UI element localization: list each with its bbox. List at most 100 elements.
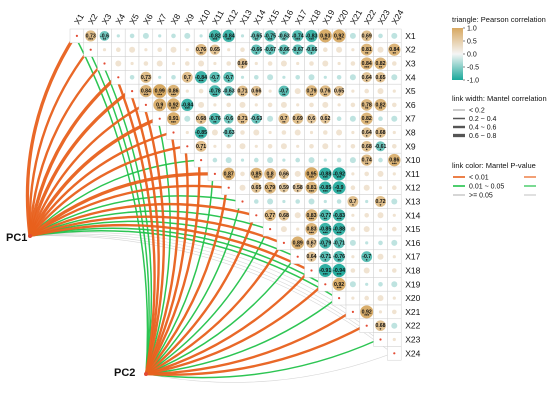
correlation-value-label: 0.77 <box>265 213 275 219</box>
correlation-value-label: 0.65 <box>334 89 344 95</box>
column-label: X9 <box>182 12 196 26</box>
mantel-link <box>29 229 338 299</box>
weak-correlation-dot <box>349 115 356 122</box>
weak-correlation-dot <box>377 212 384 219</box>
correlation-value-label: 0.68 <box>375 130 385 136</box>
mantel-link <box>28 62 104 238</box>
mantel-link <box>28 75 118 238</box>
weak-correlation-dot <box>157 47 162 52</box>
column-label: X24 <box>389 8 405 26</box>
significance-label: *** <box>364 313 369 318</box>
weak-correlation-dot <box>294 170 301 177</box>
row-label: X19 <box>405 279 420 289</box>
weak-correlation-dot <box>254 144 258 148</box>
mantel-link <box>144 269 311 376</box>
weak-correlation-dot <box>296 144 300 148</box>
weak-correlation-dot <box>226 61 231 66</box>
weak-correlation-dot <box>171 61 176 66</box>
diagonal-point <box>103 62 106 65</box>
mantel-link <box>145 353 393 383</box>
significance-label: ** <box>255 37 259 42</box>
correlation-value-label: -0.75 <box>264 33 276 39</box>
weak-correlation-dot <box>351 48 355 52</box>
correlation-value-label: -0.88 <box>333 227 345 233</box>
weak-correlation-dot <box>184 32 191 39</box>
correlation-value-label: 0.86 <box>389 158 399 164</box>
correlation-value-label: -0.82 <box>209 33 221 39</box>
column-label: X23 <box>376 8 392 26</box>
weak-correlation-dot <box>350 61 356 66</box>
correlation-circle <box>264 209 276 222</box>
significance-label: * <box>228 134 230 139</box>
significance-label: *** <box>309 175 314 180</box>
weak-correlation-dot <box>253 129 260 136</box>
correlation-value-label: 0.58 <box>293 185 303 191</box>
colorbar-tick-label: -0.5 <box>467 65 479 72</box>
weak-correlation-dot <box>323 75 327 79</box>
correlation-circle <box>318 167 332 181</box>
mantel-link <box>145 173 214 375</box>
diagonal-point <box>89 48 92 51</box>
correlation-circle <box>361 127 372 138</box>
mantel-link <box>29 227 325 286</box>
weak-correlation-dot <box>225 157 232 164</box>
colorbar-tick-label: 0.0 <box>467 52 477 59</box>
weak-correlation-dot <box>349 74 356 81</box>
significance-label: *** <box>337 37 342 42</box>
weak-correlation-dot <box>116 47 121 52</box>
weak-correlation-dot <box>336 116 342 121</box>
significance-label: ** <box>365 51 369 56</box>
correlation-value-label: 0.79 <box>306 89 316 95</box>
predictor-nodes: PC1 PC2 <box>6 232 148 379</box>
weak-correlation-dot <box>391 74 398 81</box>
correlation-value-label: -0.71 <box>333 240 345 246</box>
correlation-circle <box>305 209 318 222</box>
colorbar-tick-label: 1.0 <box>467 26 477 33</box>
correlation-value-label: -0.6 <box>224 116 233 122</box>
correlation-circle <box>360 57 373 70</box>
weak-correlation-dot <box>102 48 107 52</box>
correlation-circle <box>306 113 317 124</box>
width-key-label: 0.2 ~ 0.4 <box>469 116 497 123</box>
weak-correlation-dot <box>308 74 315 81</box>
correlation-value-label: 0.73 <box>141 75 151 81</box>
correlation-value-label: 0.81 <box>306 185 316 191</box>
weak-correlation-dot <box>211 129 218 136</box>
correlation-value-label: 0.7 <box>184 75 191 81</box>
significance-label: ** <box>379 106 383 111</box>
significance-label: *** <box>295 37 300 42</box>
weak-correlation-dot <box>185 48 189 52</box>
row-label: X24 <box>405 348 420 358</box>
weak-correlation-dot <box>391 322 398 329</box>
mantel-link <box>144 283 325 376</box>
diagonal-point <box>393 352 396 355</box>
significance-label: *** <box>295 244 300 249</box>
correlation-value-label: 0.9 <box>156 102 163 108</box>
significance-label: *** <box>323 37 328 42</box>
correlation-value-label: 0.81 <box>362 47 372 53</box>
significance-label: *** <box>171 106 176 111</box>
correlation-circle <box>209 71 221 83</box>
weak-correlation-dot <box>129 75 135 80</box>
correlation-value-label: 0.95 <box>306 171 316 177</box>
correlation-value-label: 0.86 <box>168 89 178 95</box>
weak-correlation-dot <box>350 226 356 232</box>
weak-correlation-dot <box>323 47 328 52</box>
weak-correlation-dot <box>365 282 369 286</box>
correlation-value-label: 0.83 <box>306 213 316 219</box>
row-label: X5 <box>405 86 416 96</box>
correlation-circle <box>278 85 290 97</box>
weak-correlation-dot <box>365 199 369 204</box>
weak-correlation-dot <box>267 115 274 122</box>
weak-correlation-dot <box>363 226 370 233</box>
column-label: X12 <box>224 8 240 26</box>
row-label: X12 <box>405 183 420 193</box>
correlation-value-label: 0.72 <box>375 199 385 205</box>
significance-label: ** <box>365 120 369 125</box>
correlation-value-label: 0.67 <box>306 240 316 246</box>
weak-correlation-dot <box>391 198 398 205</box>
weak-correlation-dot <box>171 33 176 39</box>
correlation-value-label: 0.65 <box>210 47 220 53</box>
correlation-circle <box>388 153 401 167</box>
significance-label: *** <box>323 230 328 235</box>
